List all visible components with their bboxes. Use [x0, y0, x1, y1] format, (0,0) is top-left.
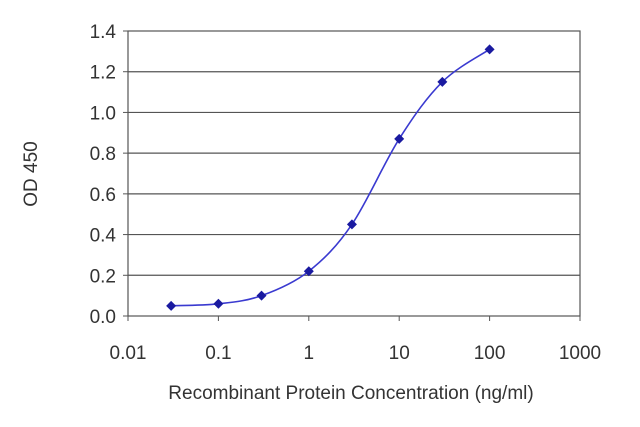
- plot-frame: [127, 30, 581, 317]
- y-axis-ticks: 0.0 0.2 0.4 0.6 0.8 1.0 1.2 1.4: [90, 22, 128, 328]
- x-axis-ticks: 0.01 0.1 1 10 100 1000: [110, 316, 601, 364]
- x-axis-title: Recombinant Protein Concentration (ng/ml…: [168, 383, 533, 404]
- fit-curve: [171, 48, 491, 307]
- grid-lines: [128, 71, 580, 276]
- x-tick-label-3: 10: [389, 343, 410, 364]
- data-point-6: [437, 76, 448, 87]
- data-point-3: [303, 266, 314, 277]
- x-tick-label-0: 0.01: [110, 343, 147, 364]
- data-point-7: [484, 44, 495, 55]
- y-tick-label-7: 1.4: [90, 22, 117, 43]
- data-point-1: [213, 298, 224, 309]
- x-tick-label-1: 0.1: [205, 343, 231, 364]
- y-tick-label-4: 0.8: [90, 144, 116, 165]
- y-tick-label-0: 0.0: [90, 307, 116, 328]
- y-tick-label-5: 1.0: [90, 103, 116, 124]
- x-tick-label-2: 1: [304, 343, 315, 364]
- y-tick-label-2: 0.4: [90, 226, 117, 247]
- x-tick-label-4: 100: [474, 343, 506, 364]
- data-point-0: [166, 300, 177, 311]
- y-axis-title: OD 450: [21, 141, 42, 206]
- data-point-4: [346, 219, 357, 230]
- data-points: [166, 44, 495, 311]
- y-tick-label-3: 0.6: [90, 185, 116, 206]
- data-point-5: [394, 133, 405, 144]
- y-tick-label-6: 1.2: [90, 63, 116, 84]
- data-point-2: [256, 290, 267, 301]
- y-tick-label-1: 0.2: [90, 266, 116, 287]
- x-tick-label-5: 1000: [559, 343, 601, 364]
